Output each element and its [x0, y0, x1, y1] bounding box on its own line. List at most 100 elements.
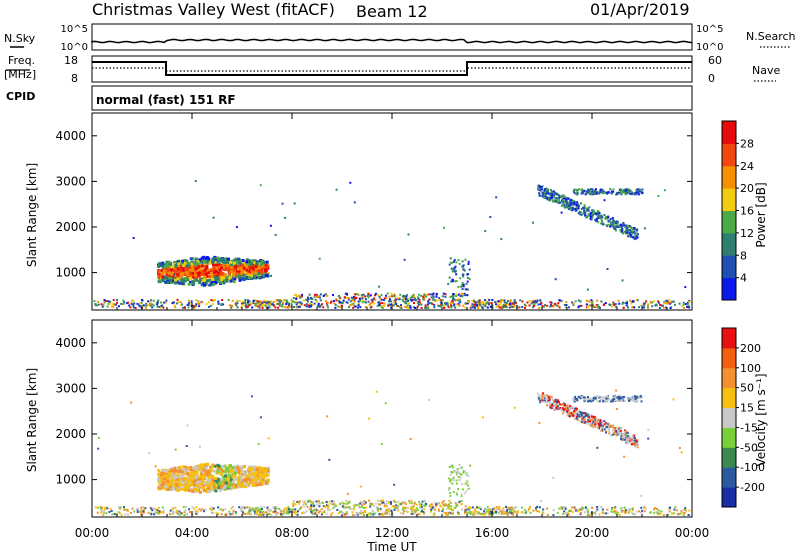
- data-cell: [622, 437, 625, 440]
- data-cell: [571, 209, 574, 212]
- data-cell: [501, 306, 504, 309]
- data-cell: [516, 510, 519, 512]
- data-cell: [189, 488, 193, 491]
- data-cell: [352, 302, 355, 305]
- data-cell: [231, 483, 235, 487]
- data-cell: [577, 510, 580, 513]
- freq-tick-top: 18: [64, 54, 78, 67]
- noise-panel-frame: [91, 23, 693, 51]
- data-cell: [316, 300, 318, 303]
- data-cell: [421, 506, 423, 509]
- data-cell: [266, 506, 269, 509]
- data-cell: [510, 305, 513, 308]
- data-cell: [246, 512, 249, 515]
- data-cell: [579, 211, 582, 214]
- data-cell: [173, 276, 177, 280]
- data-cell: [276, 299, 278, 301]
- data-cell: [629, 235, 632, 238]
- data-cell: [158, 512, 161, 515]
- data-cell: [269, 508, 272, 511]
- data-cell: [205, 470, 209, 474]
- data-cell: [594, 188, 597, 191]
- data-cell: [257, 266, 261, 270]
- data-cell: [677, 513, 680, 516]
- data-cell: [605, 191, 608, 194]
- data-cell: [594, 417, 597, 420]
- data-cell: [245, 268, 249, 272]
- data-cell: [354, 305, 357, 308]
- data-cell: [201, 269, 205, 273]
- data-cell: [238, 261, 242, 265]
- data-cell: [183, 259, 187, 263]
- data-cell: [171, 484, 175, 487]
- data-cell: [461, 295, 464, 298]
- data-cell: [657, 300, 660, 303]
- data-cell: [255, 302, 258, 305]
- data-cell: [657, 513, 660, 516]
- data-cell: [327, 306, 329, 309]
- data-cell: [581, 192, 584, 194]
- data-cell: [142, 510, 145, 513]
- data-cell: [367, 292, 370, 295]
- data-cell: [176, 270, 180, 274]
- data-cell: [248, 506, 251, 509]
- data-cell: [303, 501, 306, 504]
- data-cell: [602, 192, 605, 194]
- data-cell: [480, 300, 483, 303]
- data-cell: [625, 189, 628, 192]
- data-cell: [551, 404, 554, 407]
- data-cell: [160, 272, 164, 276]
- data-cell: [417, 297, 420, 300]
- data-cell: [237, 480, 241, 484]
- data-cell: [358, 512, 361, 515]
- data-cell: [401, 508, 404, 511]
- data-cell: [242, 278, 246, 282]
- noise-left-tick-top: 10^5: [61, 24, 88, 35]
- data-cell: [457, 299, 460, 302]
- data-cell: [231, 259, 234, 263]
- data-cell: [498, 300, 501, 303]
- data-cell: [373, 302, 376, 305]
- data-cell: [202, 484, 206, 488]
- data-cell: [635, 189, 638, 192]
- data-cell: [371, 300, 374, 303]
- data-cell: [224, 508, 227, 511]
- data-cell: [102, 304, 105, 307]
- data-cell: [287, 509, 290, 512]
- data-cell: [347, 298, 350, 301]
- data-cell: [508, 305, 511, 307]
- data-cell: [451, 278, 454, 281]
- data-cell: [261, 507, 263, 510]
- data-cell: [255, 476, 259, 480]
- data-cell: [250, 508, 253, 511]
- data-cell: [581, 419, 584, 422]
- data-cell: [236, 464, 239, 468]
- data-cell: [439, 299, 442, 302]
- data-cell: [243, 465, 246, 469]
- data-cell: [462, 304, 465, 307]
- data-cell: [378, 285, 381, 288]
- data-cell: [585, 509, 588, 512]
- data-cell: [628, 226, 631, 229]
- data-cell: [259, 469, 263, 473]
- data-cell: [200, 264, 204, 268]
- data-cell: [605, 217, 608, 220]
- data-cell: [210, 299, 213, 302]
- data-cell: [656, 511, 659, 514]
- data-cell: [195, 506, 198, 509]
- data-cell: [171, 279, 175, 283]
- data-cell: [275, 511, 278, 514]
- data-cell: [659, 512, 662, 515]
- data-cell: [412, 509, 415, 512]
- data-cell: [560, 211, 563, 214]
- data-cell: [592, 418, 595, 421]
- data-cell: [686, 304, 689, 307]
- colorbar-segment: [722, 255, 736, 279]
- data-cell: [229, 260, 233, 264]
- data-cell: [620, 225, 623, 228]
- data-cell: [665, 306, 668, 309]
- data-cell: [258, 474, 262, 477]
- data-cell: [177, 281, 181, 285]
- data-cell: [544, 304, 546, 307]
- data-cell: [194, 465, 198, 469]
